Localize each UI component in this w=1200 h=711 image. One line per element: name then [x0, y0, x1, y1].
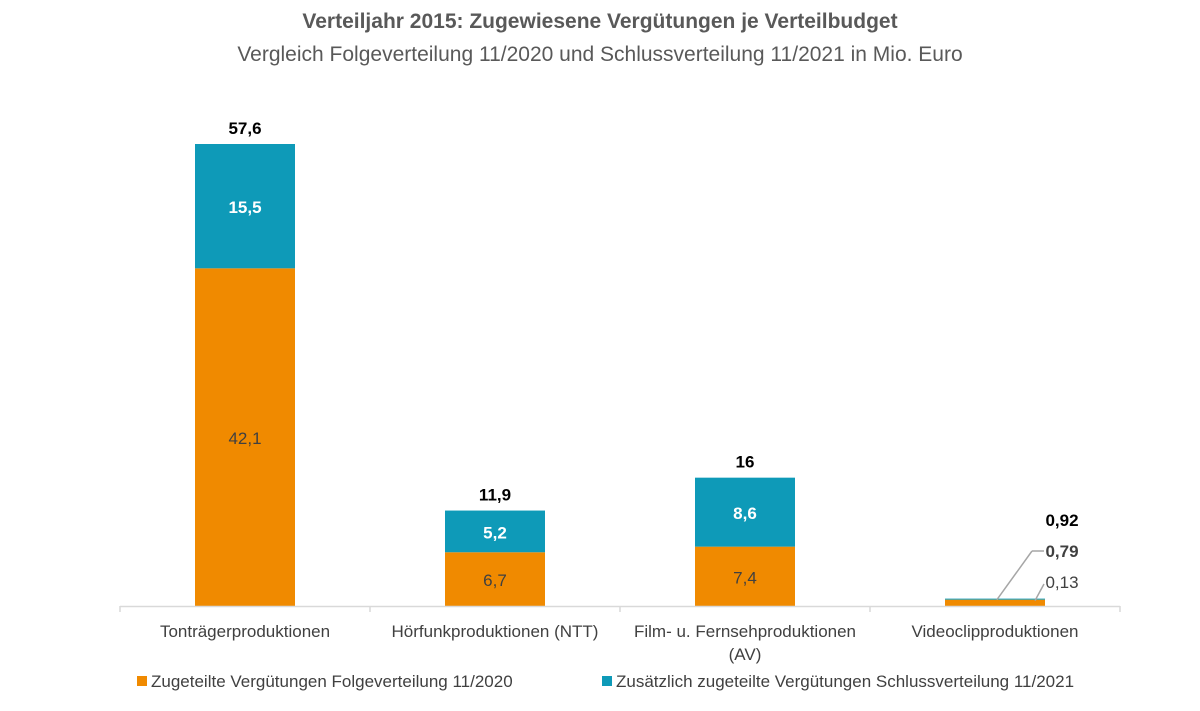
leader-line	[996, 550, 1033, 601]
bar-segment-schlussverteilung	[445, 510, 545, 553]
bar-segment-folgeverteilung	[445, 552, 545, 606]
data-label-schlussverteilung: 15,5	[228, 198, 261, 217]
data-label-schlussverteilung: 0,13	[1045, 573, 1078, 592]
data-label-total: 0,92	[1045, 511, 1078, 530]
category-label: (AV)	[729, 645, 762, 664]
data-label-folgeverteilung: 7,4	[733, 568, 757, 587]
data-label-total: 11,9	[479, 486, 511, 505]
data-label-total: 57,6	[228, 119, 261, 138]
category-label: Hörfunkproduktionen (NTT)	[392, 622, 599, 641]
data-label-folgeverteilung: 42,1	[228, 429, 261, 448]
data-label-folgeverteilung: 0,79	[1045, 542, 1078, 561]
chart-title: Verteiljahr 2015: Zugewiesene Vergütunge…	[302, 10, 898, 33]
data-label-folgeverteilung: 6,7	[483, 571, 507, 590]
legend-label-schlussverteilung: Zusätzlich zugeteilte Vergütungen Schlus…	[616, 672, 1074, 691]
legend-label-folgeverteilung: Zugeteilte Vergütungen Folgeverteilung 1…	[151, 672, 513, 691]
bar-segment-schlussverteilung	[195, 144, 295, 269]
data-label-total: 16	[736, 453, 755, 472]
category-label: Film- u. Fernsehproduktionen	[634, 622, 856, 641]
bar-segment-folgeverteilung	[945, 599, 1045, 606]
data-label-schlussverteilung: 5,2	[483, 523, 507, 542]
bar-segment-schlussverteilung	[695, 477, 795, 547]
data-label-schlussverteilung: 8,6	[733, 504, 757, 523]
category-label: Tonträgerproduktionen	[160, 622, 330, 641]
legend-swatch-folgeverteilung	[137, 676, 147, 686]
legend-swatch-schlussverteilung	[602, 676, 612, 686]
bar-segment-folgeverteilung	[695, 546, 795, 606]
bar-segment-schlussverteilung	[945, 598, 1045, 600]
bar-segment-folgeverteilung	[195, 268, 295, 606]
chart-subtitle: Vergleich Folgeverteilung 11/2020 und Sc…	[237, 43, 963, 66]
leader-line	[1034, 583, 1045, 601]
category-label: Videoclipproduktionen	[912, 622, 1079, 641]
